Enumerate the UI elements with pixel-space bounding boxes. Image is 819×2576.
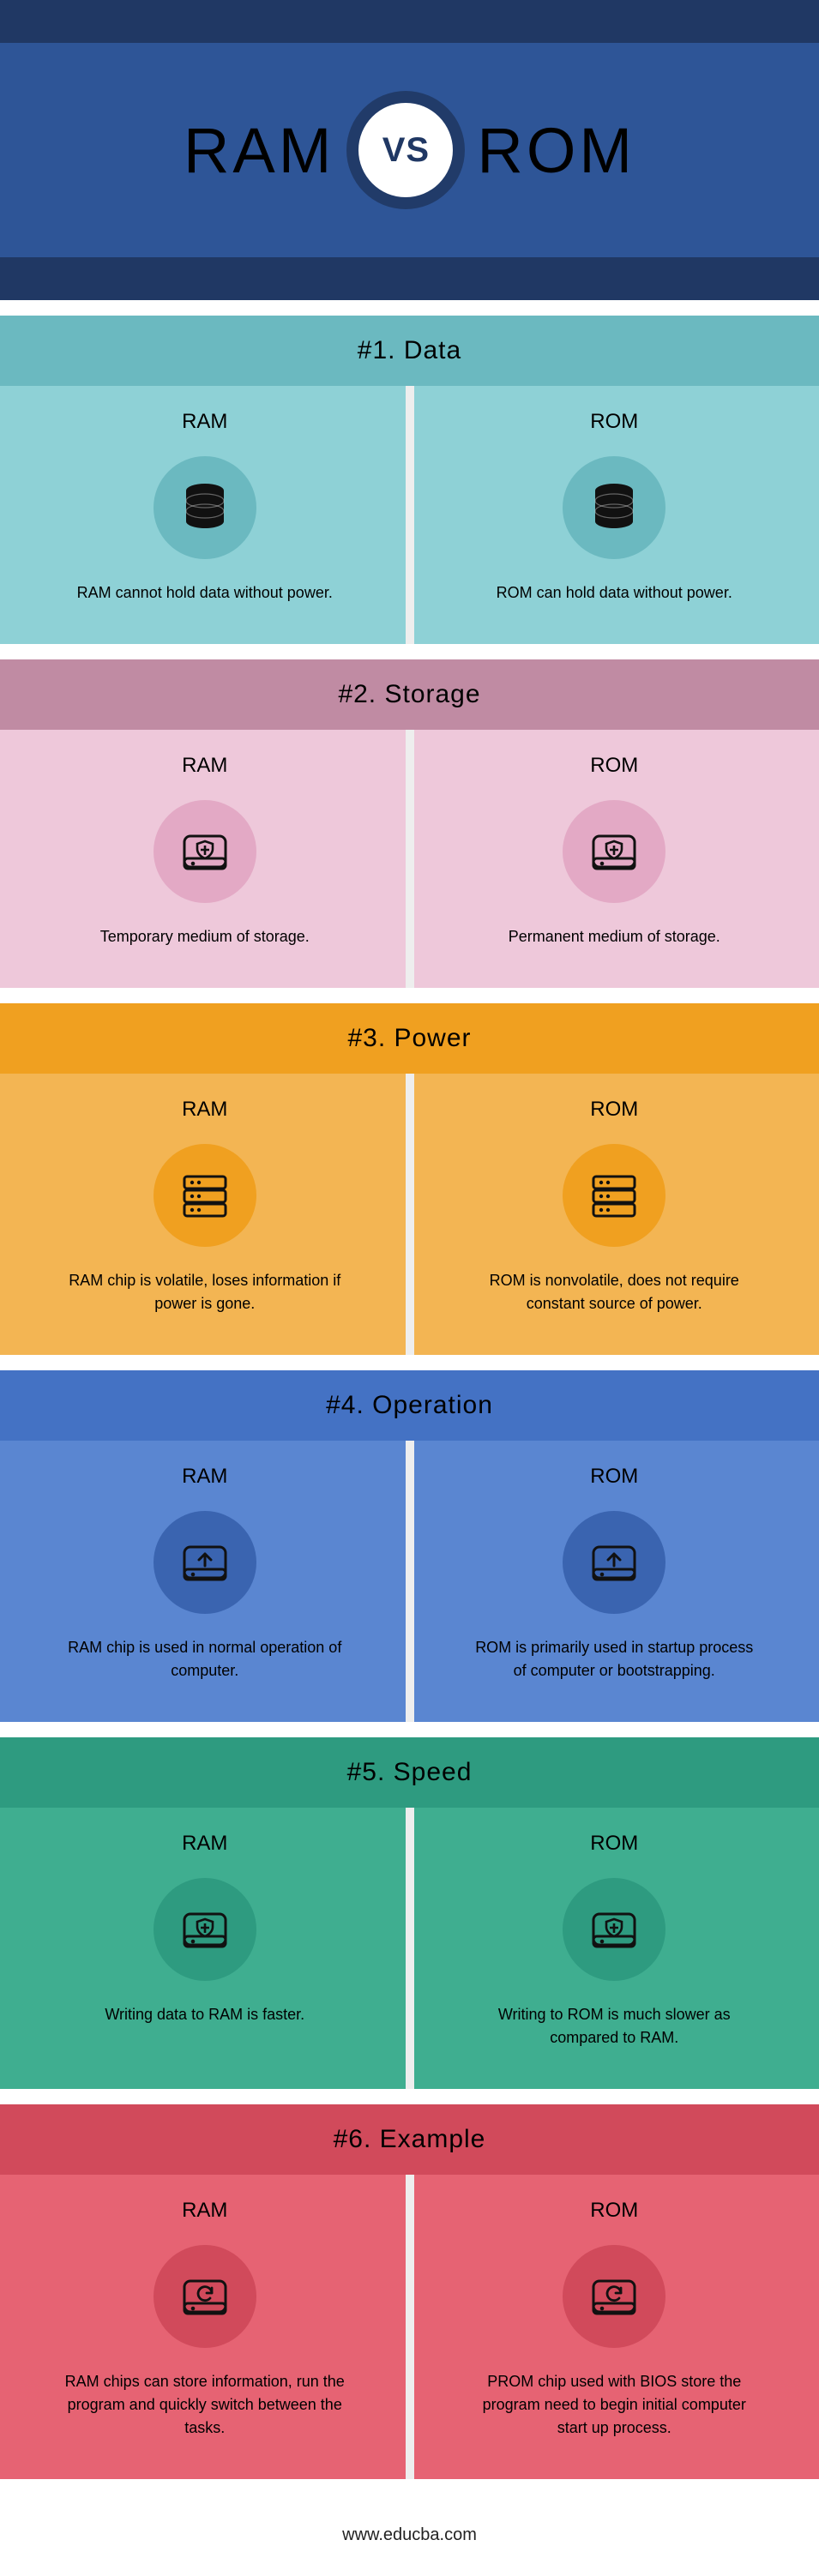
ram-desc: RAM chip is volatile, loses information … bbox=[59, 1269, 351, 1315]
drive-refresh-icon bbox=[174, 2266, 236, 2327]
ram-icon-circle bbox=[154, 1511, 256, 1614]
drive-refresh-icon bbox=[583, 2266, 645, 2327]
ram-column: RAM RAM chip is volatile, loses informat… bbox=[0, 1074, 410, 1355]
divider bbox=[406, 1074, 414, 1355]
rom-desc: ROM is primarily used in startup process… bbox=[468, 1636, 760, 1682]
rom-column: ROM ROM is primarily used in startup pro… bbox=[410, 1441, 819, 1722]
rom-label: ROM bbox=[455, 754, 775, 778]
footer-url: www.educba.com bbox=[0, 2495, 819, 2576]
ram-label: RAM bbox=[45, 1832, 365, 1856]
section-title: #6. Example bbox=[0, 2104, 819, 2175]
rom-desc: Writing to ROM is much slower as compare… bbox=[468, 2003, 760, 2049]
header-outer: RAM VS ROM bbox=[0, 0, 819, 300]
database-icon bbox=[174, 477, 236, 539]
section-body: RAM RAM cannot hold data without power. … bbox=[0, 386, 819, 644]
section-body: RAM RAM chip is used in normal operation… bbox=[0, 1441, 819, 1722]
section-body: RAM Temporary medium of storage. ROM Per… bbox=[0, 730, 819, 988]
drive-shield-icon bbox=[583, 821, 645, 882]
divider bbox=[406, 730, 414, 988]
ram-desc: Temporary medium of storage. bbox=[59, 925, 351, 948]
rom-column: ROM PROM chip used with BIOS store the p… bbox=[410, 2175, 819, 2479]
rom-column: ROM Permanent medium of storage. bbox=[410, 730, 819, 988]
section: #2. Storage RAM Temporary medium of stor… bbox=[0, 659, 819, 1003]
rom-desc: PROM chip used with BIOS store the progr… bbox=[468, 2370, 760, 2440]
header-left: RAM bbox=[184, 114, 334, 187]
section-body: RAM RAM chip is volatile, loses informat… bbox=[0, 1074, 819, 1355]
ram-label: RAM bbox=[45, 1465, 365, 1489]
ram-desc: RAM chips can store information, run the… bbox=[59, 2370, 351, 2440]
ram-label: RAM bbox=[45, 754, 365, 778]
ram-column: RAM RAM cannot hold data without power. bbox=[0, 386, 410, 644]
section-title: #1. Data bbox=[0, 316, 819, 386]
header-inner: RAM VS ROM bbox=[0, 43, 819, 257]
rom-label: ROM bbox=[455, 410, 775, 434]
section: #6. Example RAM RAM chips can store info… bbox=[0, 2104, 819, 2495]
ram-column: RAM RAM chips can store information, run… bbox=[0, 2175, 410, 2479]
rom-desc: ROM can hold data without power. bbox=[468, 581, 760, 605]
section-title: #3. Power bbox=[0, 1003, 819, 1074]
divider bbox=[406, 386, 414, 644]
section-title: #2. Storage bbox=[0, 659, 819, 730]
ram-label: RAM bbox=[45, 2199, 365, 2223]
drive-upload-icon bbox=[583, 1532, 645, 1593]
ram-column: RAM RAM chip is used in normal operation… bbox=[0, 1441, 410, 1722]
divider bbox=[406, 1808, 414, 2089]
section: #3. Power RAM RAM chip is volatile, lose… bbox=[0, 1003, 819, 1370]
rom-icon-circle bbox=[563, 2245, 665, 2348]
ram-icon-circle bbox=[154, 2245, 256, 2348]
ram-icon-circle bbox=[154, 800, 256, 903]
section: #5. Speed RAM Writing data to RAM is fas… bbox=[0, 1737, 819, 2104]
vs-badge: VS bbox=[358, 103, 453, 197]
rom-label: ROM bbox=[455, 1465, 775, 1489]
rom-column: ROM ROM can hold data without power. bbox=[410, 386, 819, 644]
rom-column: ROM Writing to ROM is much slower as com… bbox=[410, 1808, 819, 2089]
section-title: #4. Operation bbox=[0, 1370, 819, 1441]
ram-desc: RAM chip is used in normal operation of … bbox=[59, 1636, 351, 1682]
drive-shield-icon bbox=[583, 1899, 645, 1960]
drive-upload-icon bbox=[174, 1532, 236, 1593]
ram-icon-circle bbox=[154, 456, 256, 559]
rom-column: ROM ROM is nonvolatile, does not require… bbox=[410, 1074, 819, 1355]
ram-column: RAM Temporary medium of storage. bbox=[0, 730, 410, 988]
rom-icon-circle bbox=[563, 1878, 665, 1981]
divider bbox=[406, 2175, 414, 2479]
rom-icon-circle bbox=[563, 1511, 665, 1614]
ram-icon-circle bbox=[154, 1144, 256, 1247]
database-icon bbox=[583, 477, 645, 539]
divider bbox=[406, 1441, 414, 1722]
ram-desc: RAM cannot hold data without power. bbox=[59, 581, 351, 605]
ram-icon-circle bbox=[154, 1878, 256, 1981]
rom-label: ROM bbox=[455, 1098, 775, 1122]
ram-label: RAM bbox=[45, 410, 365, 434]
rom-label: ROM bbox=[455, 2199, 775, 2223]
ram-column: RAM Writing data to RAM is faster. bbox=[0, 1808, 410, 2089]
rom-desc: ROM is nonvolatile, does not require con… bbox=[468, 1269, 760, 1315]
section: #1. Data RAM RAM cannot hold data withou… bbox=[0, 316, 819, 659]
rom-label: ROM bbox=[455, 1832, 775, 1856]
section-body: RAM Writing data to RAM is faster. ROM W… bbox=[0, 1808, 819, 2089]
rom-icon-circle bbox=[563, 1144, 665, 1247]
rom-icon-circle bbox=[563, 800, 665, 903]
header-right: ROM bbox=[477, 114, 635, 187]
rom-icon-circle bbox=[563, 456, 665, 559]
section-title: #5. Speed bbox=[0, 1737, 819, 1808]
ram-desc: Writing data to RAM is faster. bbox=[59, 2003, 351, 2026]
drive-shield-icon bbox=[174, 1899, 236, 1960]
section-body: RAM RAM chips can store information, run… bbox=[0, 2175, 819, 2479]
vs-text: VS bbox=[382, 131, 430, 170]
rom-desc: Permanent medium of storage. bbox=[468, 925, 760, 948]
server-rack-icon bbox=[583, 1165, 645, 1226]
ram-label: RAM bbox=[45, 1098, 365, 1122]
section: #4. Operation RAM RAM chip is used in no… bbox=[0, 1370, 819, 1737]
server-rack-icon bbox=[174, 1165, 236, 1226]
drive-shield-icon bbox=[174, 821, 236, 882]
